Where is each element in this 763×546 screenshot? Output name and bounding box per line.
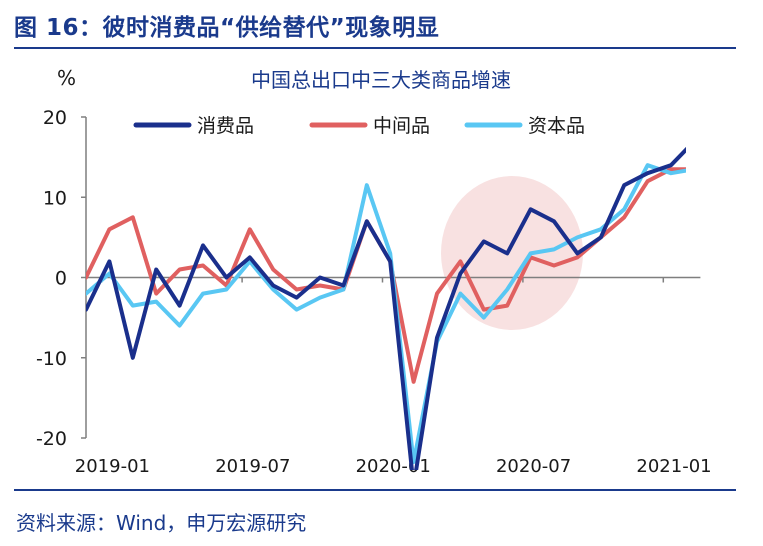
series-line-3	[86, 163, 686, 465]
source-note: 资料来源：Wind，申万宏源研究	[16, 511, 307, 535]
x-tick-label: 2021-01	[636, 456, 711, 477]
bottom-divider	[14, 489, 736, 491]
line-chart: % 中国总出口中三大类商品增速 消费品 中间品 资本品 20 10 0 -10 -20 201…	[36, 66, 712, 477]
top-divider	[14, 47, 736, 49]
figure-title: 图 16：彼时消费品“供给替代”现象明显	[14, 15, 440, 41]
legend-label: 中间品	[373, 115, 430, 137]
x-tick-label: 2019-01	[75, 456, 150, 477]
y-tick-label: 0	[55, 268, 67, 290]
legend-label: 资本品	[528, 115, 585, 137]
y-tick-label: 10	[43, 187, 67, 209]
highlight-ellipse	[441, 176, 583, 330]
legend: 消费品 中间品 资本品	[133, 115, 585, 137]
y-tick-label: -20	[36, 428, 67, 450]
y-axis-label: %	[57, 66, 76, 90]
x-tick-label: 2019-07	[215, 456, 290, 477]
chart-title: 中国总出口中三大类商品增速	[251, 68, 511, 92]
series-line-1	[86, 146, 686, 470]
y-tick-label: -10	[36, 348, 67, 370]
legend-label: 消费品	[197, 115, 254, 137]
x-tick-label: 2020-07	[496, 456, 571, 477]
y-tick-label: 20	[43, 107, 67, 129]
